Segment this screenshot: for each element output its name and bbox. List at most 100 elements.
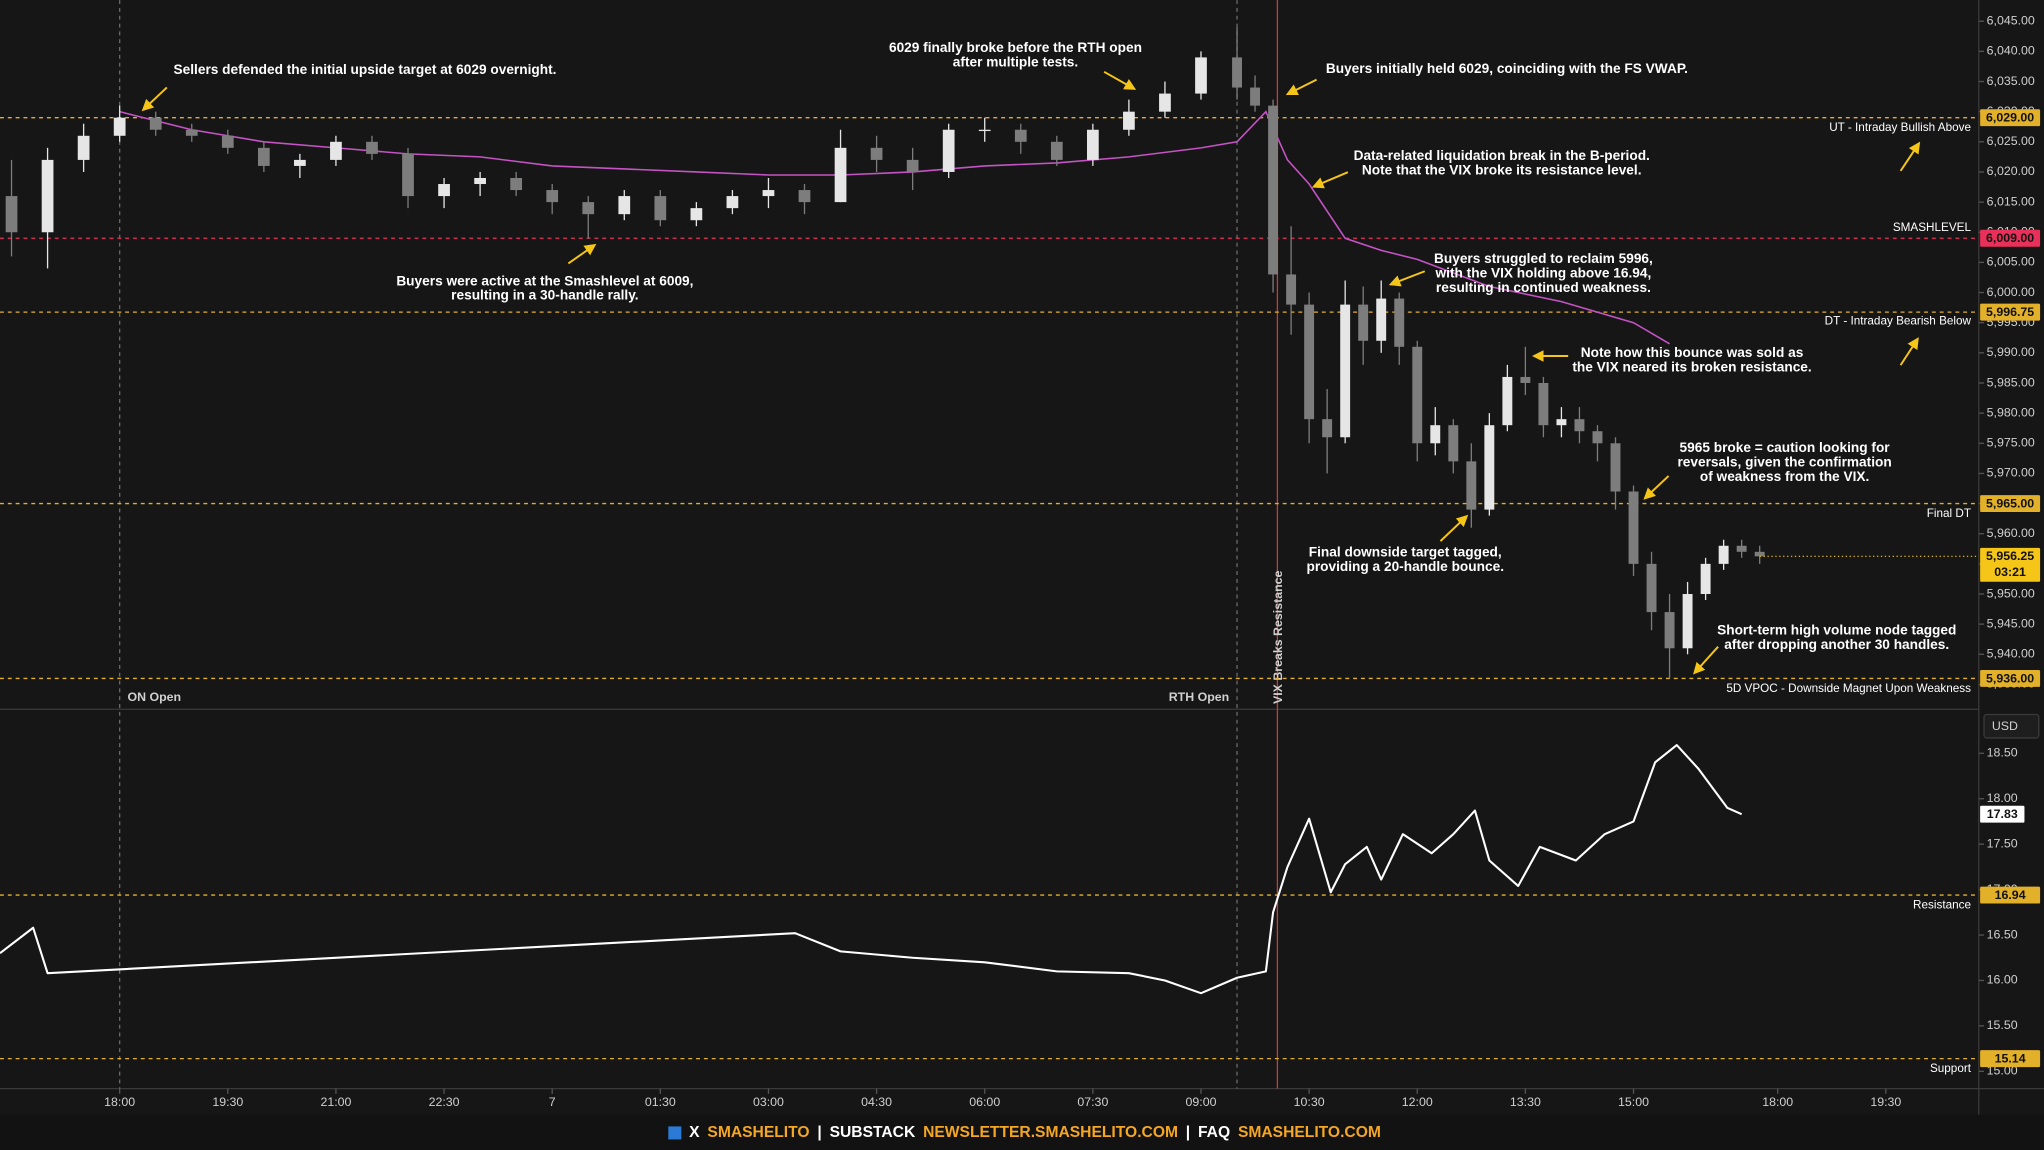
x-tick-label: 21:00 — [320, 1095, 351, 1109]
candle-body — [1412, 346, 1423, 444]
annotation: Short-term high volume node tagged — [1717, 623, 1956, 638]
y-tick-label: 5,960.00 — [1987, 526, 2035, 540]
annotation: Note how this bounce was sold as — [1581, 345, 1804, 360]
y-tick-label: 16.00 — [1987, 973, 2018, 987]
candle-body — [1250, 87, 1261, 106]
candle-body — [1736, 545, 1747, 552]
candle-body — [1340, 304, 1351, 438]
candle-body — [1014, 129, 1027, 142]
candle-body — [1754, 551, 1765, 557]
candle-body — [1646, 563, 1657, 613]
price-tag — [1980, 886, 2041, 904]
level-label: DT - Intraday Bearish Below — [1825, 314, 1972, 327]
price-tag-label: 5,936.00 — [1986, 671, 2034, 685]
footer-part: SUBSTACK — [830, 1124, 916, 1141]
candle-body — [726, 196, 739, 209]
annotation: after multiple tests. — [953, 54, 1078, 69]
annotation: the VIX neared its broken resistance. — [1572, 359, 1811, 374]
y-tick-label: 5,975.00 — [1987, 436, 2035, 450]
x-tick-label: 07:30 — [1077, 1095, 1108, 1109]
candle-body — [1159, 93, 1171, 112]
candle-body — [149, 117, 162, 130]
x-tick-label: 7 — [549, 1095, 556, 1109]
candle-body — [185, 129, 198, 136]
candle-body — [294, 159, 306, 166]
candle-body — [1050, 141, 1063, 160]
price-tag-label: 6,009.00 — [1986, 231, 2034, 245]
y-tick-label: 17.50 — [1987, 836, 2018, 850]
candle-body — [438, 184, 450, 197]
candle-body — [1520, 376, 1531, 383]
y-tick-label: 6,005.00 — [1987, 255, 2035, 269]
footer-part: FAQ — [1198, 1124, 1230, 1141]
candle-body — [221, 135, 234, 148]
candle-body — [330, 141, 342, 160]
candle-body — [1484, 425, 1495, 510]
annotation: Note that the VIX broke its resistance l… — [1362, 163, 1642, 178]
level-label: Support — [1930, 1062, 1972, 1075]
candle-body — [113, 117, 126, 136]
x-tick-label: 10:30 — [1294, 1095, 1325, 1109]
footer-part: X — [689, 1124, 700, 1141]
y-tick-label: 5,985.00 — [1987, 375, 2035, 389]
annotation: of weakness from the VIX. — [1700, 469, 1869, 484]
price-tag — [1980, 109, 2041, 127]
footer-part: SMASHELITO.COM — [1238, 1124, 1381, 1141]
y-tick-label: 15.00 — [1987, 1064, 2018, 1078]
candle-body — [41, 159, 54, 233]
candle-body — [1610, 443, 1621, 492]
candle-body — [1376, 298, 1387, 341]
candle-body — [834, 147, 847, 203]
annotation-arrow — [141, 86, 168, 112]
candle-body — [1394, 298, 1405, 347]
candle-body — [942, 129, 955, 172]
annotation: Buyers struggled to reclaim 5996, — [1434, 251, 1653, 266]
annotation-arrow — [1285, 78, 1318, 96]
candle-body — [870, 147, 883, 160]
candle-body — [257, 147, 270, 166]
candle-body — [366, 141, 378, 154]
x-tick-label: 03:00 — [753, 1095, 784, 1109]
x-tick-label: 13:30 — [1510, 1095, 1541, 1109]
y-tick-label: 6,020.00 — [1987, 164, 2035, 178]
currency-label: USD — [1992, 719, 2018, 733]
candle-body — [1086, 129, 1099, 160]
candle-body — [1502, 376, 1513, 426]
session-label: ON Open — [127, 690, 181, 704]
x-tick-label: 19:30 — [212, 1095, 243, 1109]
candle-body — [1195, 57, 1207, 94]
y-tick-label: 5,950.00 — [1987, 586, 2035, 600]
price-tag — [1980, 303, 2041, 321]
arrow — [1899, 141, 1921, 172]
candle-body — [1430, 425, 1441, 444]
annotation: providing a 20-handle bounce. — [1306, 559, 1504, 574]
y-tick-label: 6,040.00 — [1987, 44, 2035, 58]
candle-body — [1664, 612, 1675, 649]
annotation: Buyers initially held 6029, coinciding w… — [1326, 61, 1688, 76]
annotation-arrow — [567, 243, 597, 265]
last-value-tag — [1980, 805, 2025, 823]
annotation-arrow — [1693, 646, 1719, 675]
candle-body — [978, 129, 991, 132]
y-tick-label: 5,980.00 — [1987, 405, 2035, 419]
last-price-tag — [1980, 547, 2041, 582]
candle-body — [1574, 419, 1585, 432]
x-tick-label: 18:00 — [1762, 1095, 1793, 1109]
annotation-arrow — [1103, 70, 1137, 90]
candle-body — [1682, 594, 1693, 649]
candle-body — [1268, 105, 1279, 275]
x-tick-label: 19:30 — [1870, 1095, 1901, 1109]
y-tick-label: 5,990.00 — [1987, 345, 2035, 359]
candle-body — [618, 196, 631, 215]
candle-body — [1123, 111, 1135, 130]
y-tick-label: 18.00 — [1987, 791, 2018, 805]
session-label: RTH Open — [1169, 690, 1230, 704]
candle-body — [690, 208, 703, 221]
last-price-label: 5,956.25 — [1986, 549, 2034, 563]
vix-line — [0, 744, 1743, 995]
currency-box — [1983, 713, 2040, 739]
y-tick-label: 6,025.00 — [1987, 134, 2035, 148]
price-tag-label: 15.14 — [1995, 1052, 2026, 1066]
